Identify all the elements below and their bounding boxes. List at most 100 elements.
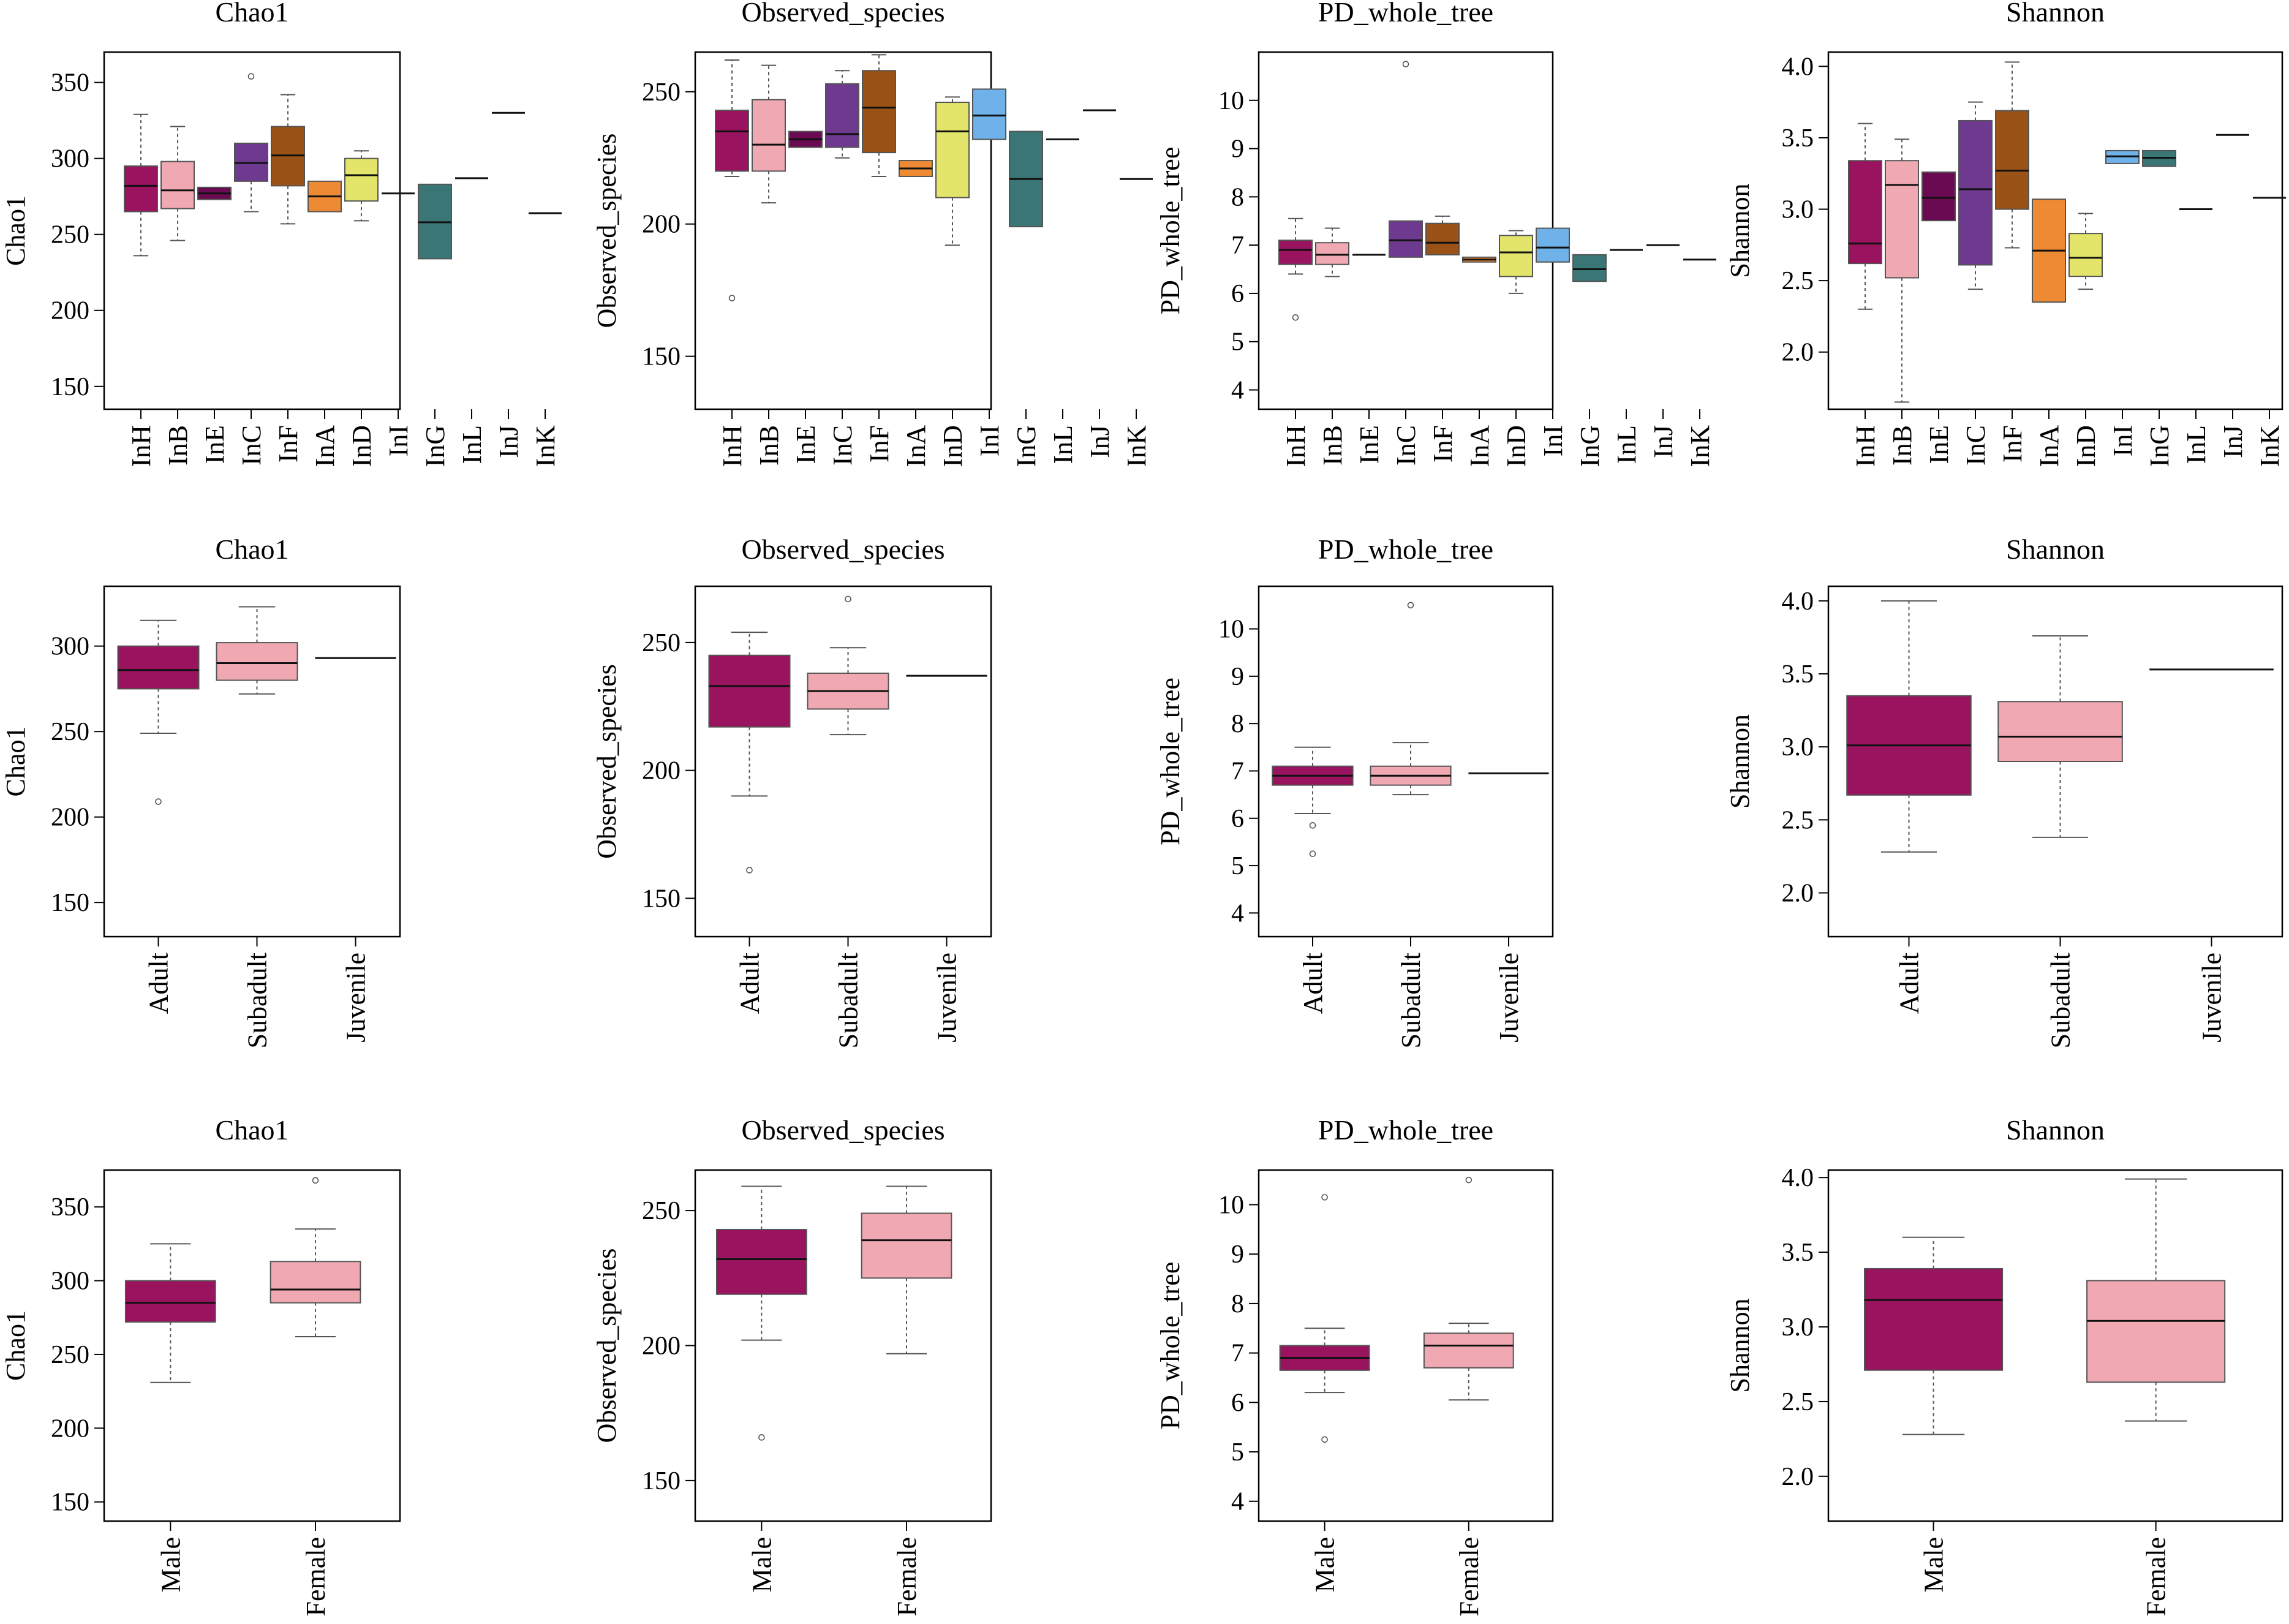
panel-3: PD_whole_tree PD_whole_tree 4 5 6 7 8 9 10 InH InB… [1155, 0, 1716, 467]
box-InD: InD [2068, 213, 2103, 467]
outlier-point [1309, 822, 1316, 829]
box-Subadult: Subadult [807, 595, 889, 1048]
box-InD: InD [935, 96, 970, 467]
y-tick-label: 150 [642, 885, 681, 913]
x-tick-label: Male [156, 1537, 186, 1592]
x-tick-label: Female [301, 1537, 331, 1617]
x-tick-label: InC [236, 425, 266, 466]
x-tick-label: InI [1538, 425, 1568, 456]
x-tick-label: InK [1122, 425, 1152, 467]
y-tick-label: 150 [51, 889, 89, 917]
y-tick-label: 250 [51, 221, 89, 249]
box-InG: InG [418, 183, 452, 467]
box-Adult: Adult [1272, 746, 1354, 1014]
box-InC: InC [1389, 61, 1423, 466]
x-tick-label: InD [938, 425, 968, 467]
y-tick-label: 7 [1231, 1340, 1244, 1368]
y-tick-label: 6 [1231, 280, 1244, 308]
box-InC: InC [234, 73, 268, 466]
box-Male: Male [1279, 1194, 1370, 1592]
panel-title: Observed_species [741, 0, 945, 28]
box-InD: InD [1499, 230, 1533, 467]
box-InE: InE [1921, 171, 1956, 464]
outlier-point [1465, 1176, 1473, 1184]
y-tick-label: 6 [1231, 1389, 1244, 1417]
panel-title: Shannon [2006, 534, 2105, 565]
box-iqr [1315, 242, 1349, 265]
x-tick-label: Adult [735, 953, 765, 1014]
y-tick-label: 10 [1218, 616, 1244, 644]
x-tick-label: InD [2071, 425, 2101, 467]
plot-frame [694, 585, 992, 938]
box-InK: InK [529, 212, 562, 467]
box-InF: InF [1425, 215, 1460, 463]
x-tick-label: InH [1281, 425, 1311, 467]
plot-frame [1827, 585, 2283, 938]
x-tick-label: Male [1310, 1537, 1340, 1592]
y-axis-label: Observed_species [592, 1248, 622, 1443]
x-tick-label: InB [754, 425, 784, 466]
box-iqr [160, 161, 195, 210]
x-tick-label: InB [163, 425, 193, 466]
y-tick-label: 150 [642, 1467, 681, 1495]
box-iqr [1389, 220, 1423, 258]
panel-title: Chao1 [215, 534, 288, 565]
box-InG: InG [1572, 254, 1607, 467]
panel-1: Chao1 Chao1 150 200 250 300 350 InH InB InE InC InF… [1, 0, 562, 467]
box-iqr [1423, 1332, 1514, 1369]
box-iqr [1863, 1267, 2004, 1371]
y-tick-label: 200 [51, 1414, 89, 1443]
y-axis-label: Chao1 [1, 1310, 31, 1381]
x-tick-label: InE [200, 425, 230, 464]
x-tick-label: InL [1048, 425, 1078, 464]
box-InB: InB [1315, 227, 1349, 466]
box-iqr [1995, 110, 2029, 210]
x-tick-label: Subadult [2046, 953, 2076, 1048]
box-InA: InA [1462, 256, 1496, 467]
y-tick-label: 3.5 [1782, 124, 1814, 153]
box-InJ: InJ [492, 111, 525, 458]
y-axis-label: Chao1 [1, 727, 31, 797]
x-tick-label: InA [310, 425, 340, 467]
x-tick-label: InC [1391, 425, 1421, 466]
y-tick-label: 4 [1231, 1488, 1244, 1516]
outlier-point [1321, 1194, 1328, 1201]
x-tick-label: InA [901, 425, 931, 467]
box-Subadult: Subadult [216, 606, 298, 1048]
box-Female: Female [861, 1185, 952, 1617]
y-axis-label: PD_whole_tree [1155, 678, 1185, 845]
x-tick-label: InI [975, 425, 1005, 456]
y-tick-label: 8 [1231, 1290, 1244, 1318]
outlier-point [1309, 850, 1316, 858]
x-tick-label: Female [892, 1537, 922, 1617]
box-InF: InF [271, 94, 305, 463]
box-InB: InB [752, 64, 786, 466]
box-iqr [1997, 701, 2123, 762]
x-tick-label: InF [1997, 425, 2027, 463]
box-InI: InI [1536, 227, 1570, 456]
box-InI: InI [2105, 149, 2140, 456]
panel-2: Observed_species Observed_species 150 200 25… [592, 0, 1153, 467]
x-tick-label: InD [347, 425, 377, 467]
y-tick-label: 3.5 [1782, 1239, 1814, 1267]
box-InH: InH [715, 59, 749, 467]
y-tick-label: 150 [642, 343, 681, 371]
box-InK: InK [1683, 259, 1716, 467]
box-iqr [1885, 160, 1919, 279]
x-tick-label: InC [1961, 425, 1991, 466]
box-iqr [825, 83, 859, 148]
x-tick-label: Adult [1298, 953, 1328, 1014]
box-iqr [1921, 171, 1956, 222]
box-InD: InD [344, 150, 379, 467]
x-tick-label: InG [1575, 425, 1605, 467]
y-tick-label: 250 [51, 718, 89, 746]
y-tick-label: 150 [51, 1489, 89, 1517]
box-iqr [935, 102, 970, 198]
box-Female: Female [270, 1177, 361, 1617]
outlier-point [312, 1177, 319, 1184]
x-tick-label: Male [1919, 1537, 1949, 1592]
box-iqr [972, 88, 1006, 140]
x-tick-label: Adult [1895, 953, 1925, 1014]
panel-title: PD_whole_tree [1318, 0, 1493, 28]
box-iqr [1278, 240, 1313, 265]
